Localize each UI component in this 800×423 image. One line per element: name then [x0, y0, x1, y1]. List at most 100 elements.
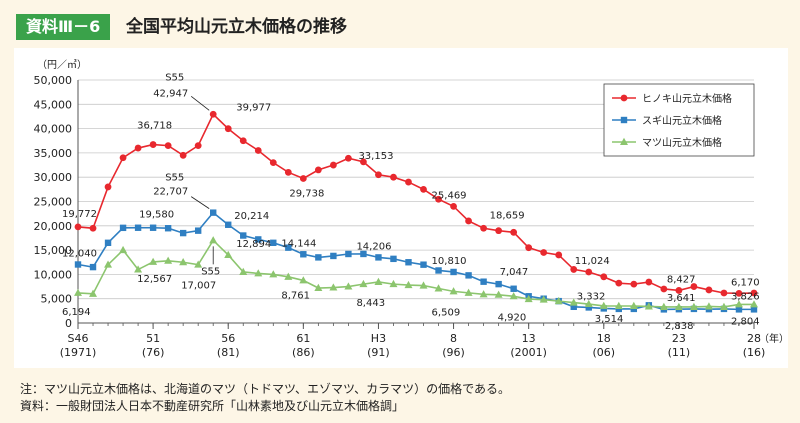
data-point — [434, 284, 443, 292]
data-point — [104, 239, 112, 247]
data-point — [179, 258, 188, 266]
data-label: 6,170 — [731, 277, 760, 288]
data-point — [269, 159, 277, 167]
data-label: 8,443 — [356, 298, 385, 309]
data-point — [134, 144, 142, 152]
data-point — [329, 161, 337, 169]
data-label: 11,024 — [575, 256, 610, 267]
data-point — [119, 224, 127, 232]
y-tick-label: 45,000 — [34, 98, 73, 111]
legend-swatch-marker — [620, 137, 628, 145]
series-line-2 — [77, 239, 754, 308]
data-label: 14,144 — [281, 238, 316, 249]
data-point — [164, 225, 172, 232]
data-point — [585, 268, 593, 276]
legend-label: マツ山元立木価格 — [642, 136, 722, 149]
data-point — [164, 256, 173, 264]
data-point — [134, 265, 143, 273]
data-point — [480, 224, 487, 232]
x-axis-label: （年） — [759, 332, 788, 345]
data-label: S55 — [201, 266, 220, 277]
x-tick-sublabel: (06) — [592, 346, 615, 359]
data-point — [465, 272, 472, 279]
series-line-0 — [77, 112, 755, 295]
data-point — [239, 137, 247, 145]
data-point — [465, 217, 472, 225]
x-tick-sublabel: (81) — [217, 346, 240, 359]
data-point — [240, 232, 247, 239]
data-point — [419, 281, 428, 289]
data-point — [450, 268, 457, 276]
y-tick-label: 40,000 — [34, 123, 73, 136]
x-tick-label: 28 — [747, 332, 761, 345]
data-point — [209, 110, 217, 118]
x-tick-sublabel: (96) — [442, 346, 465, 359]
x-tick-label: 13 — [522, 332, 536, 345]
data-label: 3,332 — [577, 291, 606, 302]
data-label: 2,804 — [731, 316, 760, 327]
data-point — [194, 142, 202, 150]
x-tick-label: 56 — [221, 332, 235, 345]
data-point — [119, 245, 128, 254]
x-tick-label: 23 — [672, 332, 686, 345]
x-tick-sublabel: (86) — [292, 346, 315, 359]
data-point — [89, 289, 98, 297]
data-label: 3,514 — [595, 314, 624, 325]
line-chart: 0 5,000 10,000 15,000 20,000 25,000 30,000 35,0… — [34, 58, 789, 359]
data-point — [210, 209, 217, 216]
document-badge: 資料Ⅲ－6 — [16, 14, 111, 40]
x-tick-label: H3 — [371, 332, 386, 345]
data-point — [525, 244, 533, 252]
data-point — [570, 303, 577, 311]
data-point — [285, 244, 292, 251]
x-tick-label: 51 — [146, 332, 160, 345]
data-point — [510, 285, 517, 292]
chart-area: 0 5,000 10,000 15,000 20,000 25,000 30,000 35,0… — [14, 48, 788, 368]
data-point — [254, 269, 263, 277]
data-label: 12,040 — [62, 248, 97, 259]
x-tick-label: 8 — [450, 332, 457, 345]
data-label: 25,469 — [432, 190, 467, 201]
data-point — [750, 306, 758, 313]
x-tick-label: S46 — [68, 332, 89, 345]
data-label: 8,761 — [281, 290, 310, 301]
data-point — [540, 249, 548, 256]
data-point — [359, 279, 368, 288]
data-point — [420, 261, 427, 268]
data-point — [345, 154, 352, 162]
data-point — [615, 279, 623, 287]
y-tick-label: 5,000 — [41, 293, 73, 306]
y-tick-label: 0 — [65, 317, 72, 330]
annotation-arrow — [190, 196, 210, 209]
data-point — [149, 257, 158, 265]
legend-label: ヒノキ山元立木価格 — [642, 92, 732, 105]
data-point — [555, 251, 563, 259]
data-point — [390, 173, 397, 181]
data-label: 3,826 — [731, 291, 760, 302]
data-label: 8,427 — [667, 274, 696, 285]
data-label: 18,659 — [490, 210, 525, 221]
data-label: 6,194 — [62, 307, 91, 318]
data-point — [495, 227, 503, 235]
data-point — [435, 267, 442, 274]
data-point — [284, 168, 292, 176]
data-point — [735, 289, 743, 297]
data-point — [629, 301, 638, 309]
data-point — [149, 224, 157, 231]
data-label: 29,738 — [289, 188, 324, 199]
y-tick-label: 20,000 — [34, 220, 73, 233]
data-label: 36,718 — [137, 121, 172, 132]
data-label: 3,641 — [667, 293, 696, 304]
data-label: S55 — [165, 72, 184, 83]
data-point — [719, 302, 728, 310]
y-tick-label: 30,000 — [34, 171, 73, 184]
data-point — [89, 224, 97, 232]
data-point — [614, 301, 623, 309]
x-tick-label: 61 — [296, 332, 310, 345]
data-point — [360, 250, 367, 258]
data-label: 42,947 — [153, 88, 188, 99]
data-point — [435, 195, 442, 203]
data-point — [659, 302, 668, 310]
data-label: 19,580 — [139, 210, 174, 221]
data-point — [600, 273, 608, 281]
